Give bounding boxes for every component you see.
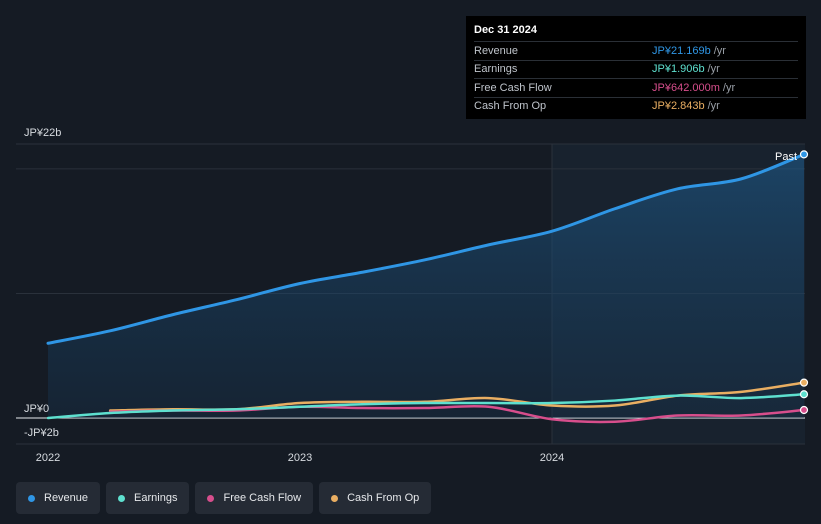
y-tick-label: JP¥0 <box>24 403 49 415</box>
x-tick-label: 2022 <box>36 452 60 464</box>
tooltip-label: Cash From Op <box>474 100 547 113</box>
tooltip-label: Free Cash Flow <box>474 81 552 94</box>
legend-item-earnings[interactable]: Earnings <box>106 482 190 514</box>
free-cash-flow-end-point <box>799 405 809 415</box>
tooltip-row-cash-from-op: Cash From Op JP¥2.843b /yr <box>474 96 798 116</box>
tooltip-unit: /yr <box>722 81 736 94</box>
legend-label: Earnings <box>134 492 178 504</box>
chart-legend: Revenue Earnings Free Cash Flow Cash Fro… <box>16 482 432 514</box>
legend-item-revenue[interactable]: Revenue <box>16 482 101 514</box>
revenue-line <box>46 152 806 345</box>
tooltip-row-free-cash-flow: Free Cash Flow JP¥642.000m /yr <box>474 78 798 97</box>
tooltip-unit: /yr <box>713 44 726 57</box>
free-cash-flow-dot-icon <box>207 494 215 502</box>
tooltip-value: JP¥2.843b <box>652 100 705 113</box>
earnings-line <box>46 393 806 420</box>
tooltip-value: JP¥1.906b <box>652 63 705 76</box>
earnings-end-point <box>799 390 809 399</box>
x-tick-label: 2023 <box>288 452 312 464</box>
y-tick-label: JP¥22b <box>24 127 61 139</box>
legend-label: Free Cash Flow <box>223 492 302 504</box>
cash-from-op-dot-icon <box>331 494 339 502</box>
tooltip-date: Dec 31 2024 <box>474 24 537 36</box>
earnings-dot-icon <box>118 494 126 502</box>
tooltip-unit: /yr <box>707 100 720 113</box>
tooltip-value: JP¥642.000m <box>652 81 720 94</box>
legend-item-cash-from-op[interactable]: Cash From Op <box>319 482 432 514</box>
legend-label: Revenue <box>44 492 89 504</box>
tooltip-unit: /yr <box>707 63 720 76</box>
revenue-end-point <box>799 150 809 159</box>
financials-line-chart: JP¥22b JP¥0 -JP¥2b 2022 2023 2024 Past <box>16 127 809 464</box>
tooltip-row-revenue: Revenue JP¥21.169b /yr <box>474 41 798 60</box>
tooltip-label: Earnings <box>474 63 518 76</box>
tooltip-value: JP¥21.169b <box>652 44 711 57</box>
revenue-dot-icon <box>28 494 35 502</box>
tooltip-panel: Dec 31 2024 Revenue JP¥21.169b /yr Earni… <box>466 16 806 119</box>
revenue-area <box>48 154 804 418</box>
tooltip-label: Revenue <box>474 44 519 57</box>
past-label: Past <box>775 151 797 163</box>
legend-item-free-cash-flow[interactable]: Free Cash Flow <box>195 482 314 514</box>
legend-label: Cash From Op <box>347 492 420 504</box>
cash-from-op-end-point <box>799 378 809 387</box>
tooltip-row-earnings: Earnings JP¥1.906b /yr <box>474 59 798 79</box>
x-tick-label: 2024 <box>540 452 564 464</box>
y-tick-label: -JP¥2b <box>24 427 59 439</box>
